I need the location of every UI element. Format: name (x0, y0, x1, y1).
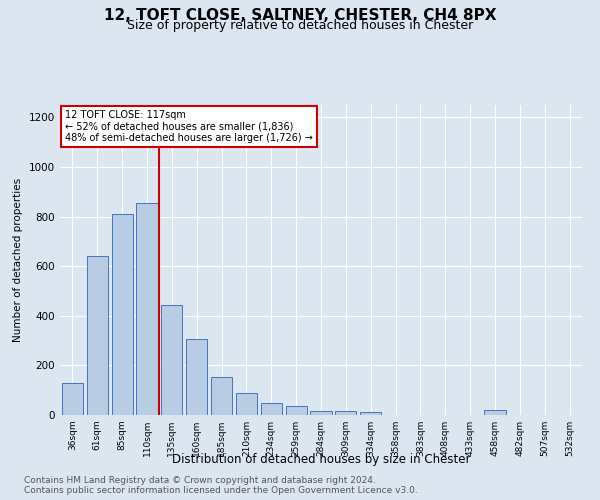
Text: 12 TOFT CLOSE: 117sqm
← 52% of detached houses are smaller (1,836)
48% of semi-d: 12 TOFT CLOSE: 117sqm ← 52% of detached … (65, 110, 313, 143)
Bar (261, 402, 282, 415)
Bar (310, 412, 332, 415)
Text: Distribution of detached houses by size in Chester: Distribution of detached houses by size … (172, 452, 470, 466)
Bar (360, 412, 381, 415)
Bar (286, 406, 307, 415)
Bar (186, 340, 207, 415)
Text: Size of property relative to detached houses in Chester: Size of property relative to detached ho… (127, 18, 473, 32)
Bar (161, 304, 182, 415)
Bar (136, 203, 158, 415)
Bar (87, 256, 108, 415)
Bar (62, 383, 83, 415)
Y-axis label: Number of detached properties: Number of detached properties (13, 178, 23, 342)
Text: Contains HM Land Registry data © Crown copyright and database right 2024.
Contai: Contains HM Land Registry data © Crown c… (24, 476, 418, 495)
Text: 12, TOFT CLOSE, SALTNEY, CHESTER, CH4 8PX: 12, TOFT CLOSE, SALTNEY, CHESTER, CH4 8P… (104, 8, 496, 22)
Bar (484, 410, 506, 415)
Bar (211, 376, 232, 415)
Bar (335, 410, 356, 415)
Bar (112, 214, 133, 415)
Bar (236, 392, 257, 415)
